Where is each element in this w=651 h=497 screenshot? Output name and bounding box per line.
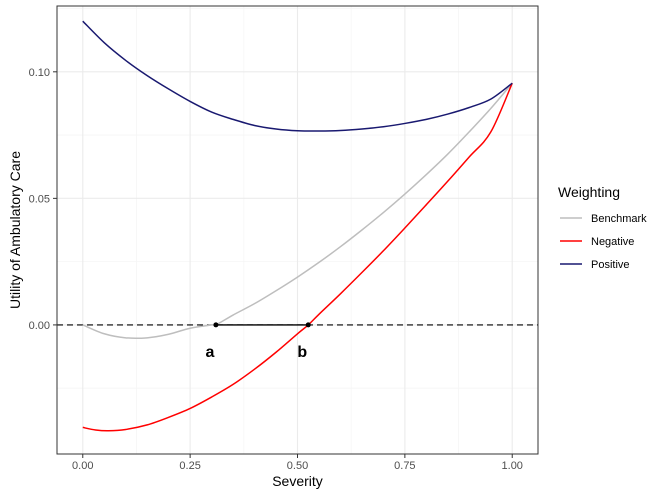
series-layer: [82, 20, 513, 432]
legend-title: Weighting: [558, 184, 620, 200]
annotation-label-b: b: [297, 344, 307, 361]
x-tick-label: 0.50: [287, 460, 308, 472]
x-axis-title: Severity: [272, 473, 323, 489]
legend: Weighting Benchmark Negative Positive: [558, 184, 647, 271]
series-line-negative: [82, 82, 513, 432]
point-b: [305, 322, 311, 328]
y-axis-title: Utility of Ambulatory Care: [7, 151, 23, 309]
series-line-benchmark: [82, 82, 513, 340]
y-tick-label: 0.00: [29, 320, 50, 332]
point-a: [213, 322, 219, 328]
x-tick-label: 0.25: [179, 460, 200, 472]
x-tick-label: 0.00: [72, 460, 93, 472]
legend-label-negative: Negative: [591, 236, 634, 248]
annotation-label-a: a: [205, 344, 214, 361]
legend-label-positive: Positive: [591, 259, 630, 271]
y-tick-label: 0.05: [29, 193, 50, 205]
series-line-positive: [82, 20, 513, 132]
y-axis: 0.00 0.05 0.10: [29, 67, 57, 332]
y-tick-label: 0.10: [29, 67, 50, 79]
x-tick-label: 0.75: [394, 460, 415, 472]
legend-label-benchmark: Benchmark: [591, 213, 647, 225]
x-tick-label: 1.00: [502, 460, 523, 472]
x-axis: 0.00 0.25 0.50 0.75 1.00: [72, 454, 523, 472]
